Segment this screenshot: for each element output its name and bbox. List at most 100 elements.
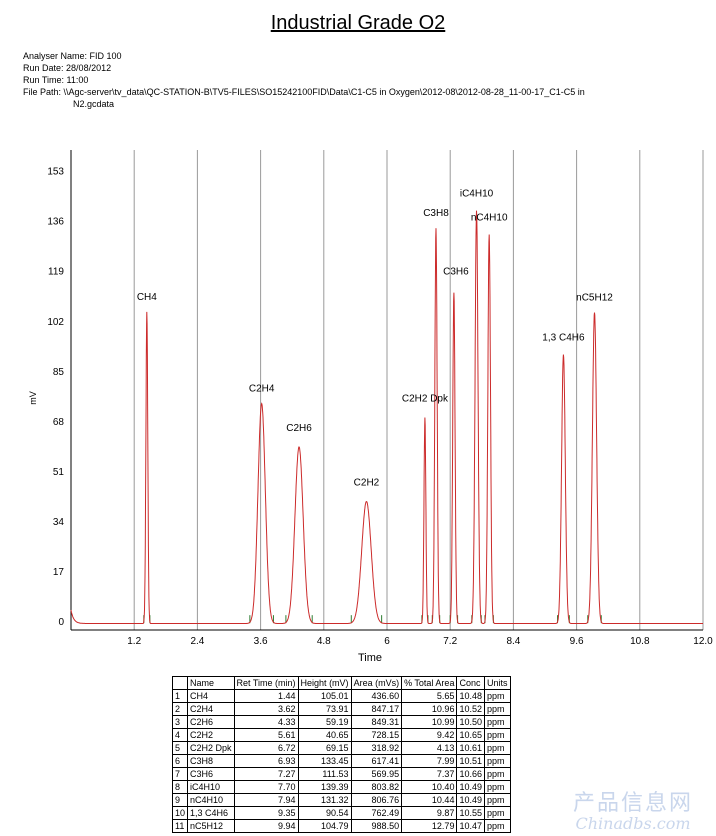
table-cell: C2H4 <box>187 702 235 716</box>
table-cell: ppm <box>483 689 511 703</box>
table-row: 8 iC4H10 7.70 139.39 803.82 10.40 10.49 ppm <box>171 780 511 794</box>
table-cell: 318.92 <box>350 741 403 755</box>
table-cell: 6.72 <box>233 741 299 755</box>
chart-gridlines <box>133 150 704 630</box>
table-cell: 10.49 <box>456 793 485 807</box>
y-tick-label: 85 <box>53 367 65 378</box>
table-cell: 59.19 <box>297 715 352 729</box>
x-tick-label: 10.8 <box>630 636 650 647</box>
table-cell: 6 <box>171 754 189 768</box>
table-cell: 4.13 <box>401 741 458 755</box>
run-time-label: Run Time: <box>23 75 65 85</box>
analyser-row: Analyser Name: FID 100 <box>23 50 585 62</box>
report-title: Industrial Grade O2 <box>270 12 446 34</box>
table-row: 4 C2H2 5.61 40.65 728.15 9.42 10.65 ppm <box>171 728 511 742</box>
table-cell: 73.91 <box>297 702 352 716</box>
x-tick-label: 9.6 <box>570 636 584 647</box>
table-header-cell: % Total Area <box>401 676 458 690</box>
table-cell: 806.76 <box>350 793 403 807</box>
table-cell: 10.50 <box>456 715 485 729</box>
table-cell: 6.93 <box>233 754 299 768</box>
peak-label: CH4 <box>137 292 157 303</box>
file-path-row: File Path: \\Agc-server\tv_data\QC-STATI… <box>23 86 585 98</box>
table-cell: ppm <box>483 806 511 820</box>
y-tick-label: 136 <box>47 217 64 228</box>
y-tick-label: 102 <box>47 317 64 328</box>
table-cell: 10.44 <box>401 793 458 807</box>
table-row: 3 C2H6 4.33 59.19 849.31 10.99 10.50 ppm <box>171 715 511 729</box>
analyser-value: FID 100 <box>89 51 122 61</box>
y-tick-label: 153 <box>47 167 64 178</box>
run-time-value: 11:00 <box>66 75 89 85</box>
y-tick-label: 119 <box>48 267 64 278</box>
table-cell: 12.79 <box>401 819 458 833</box>
table-cell: ppm <box>483 767 511 781</box>
chromatogram-chart: 0 17 34 51 68 85 102 119 136 153 1.2 2.4 3.6 4.8 6 7.2… <box>28 150 713 664</box>
peak-labels: CH4 C2H4 C2H6 C2H2 C2H2 Dpk C3H8 C3H6 iC4H10 nC4… <box>137 189 613 489</box>
table-cell: 10.49 <box>456 780 485 794</box>
table-cell: 10.99 <box>401 715 458 729</box>
table-cell: 1 <box>171 689 189 703</box>
run-metadata: Analyser Name: FID 100 Run Date: 28/08/2… <box>23 50 585 110</box>
table-header-row: Name Ret Time (min) Height (mV) Area (mVs)%… <box>171 676 511 690</box>
table-cell: 762.49 <box>350 806 403 820</box>
table-cell: 10.47 <box>456 819 485 833</box>
peak-label: 1,3 C4H6 <box>542 333 585 344</box>
table-cell: 40.65 <box>297 728 352 742</box>
x-tick-label: 6 <box>384 636 390 647</box>
table-cell: ppm <box>483 793 511 807</box>
table-cell: 7.94 <box>233 793 299 807</box>
y-axis-label: mV <box>28 391 38 405</box>
run-date-label: Run Date: <box>23 63 64 73</box>
table-cell: 436.60 <box>350 689 403 703</box>
table-row: 5 C2H2 Dpk 6.72 69.15 318.92 4.13 10.61 ppm <box>171 741 511 755</box>
watermark: 产品信息网 Chinadbs.com <box>558 792 708 832</box>
table-cell: 7 <box>171 767 189 781</box>
table-header-cell: Name <box>187 676 235 690</box>
table-cell: 69.15 <box>297 741 352 755</box>
analyser-label: Analyser Name: <box>23 51 88 61</box>
table-cell: 10 <box>171 806 189 820</box>
table-cell: 803.82 <box>350 780 403 794</box>
table-cell: ppm <box>483 819 511 833</box>
table-cell: 1.44 <box>233 689 299 703</box>
table-cell: 9.94 <box>233 819 299 833</box>
table-cell: 9.35 <box>233 806 299 820</box>
table-cell: 10.52 <box>456 702 485 716</box>
x-axis-label: Time <box>358 652 382 664</box>
table-header-cell: Area (mVs) <box>350 676 403 690</box>
table-cell: 728.15 <box>350 728 403 742</box>
table-cell: 10.66 <box>456 767 485 781</box>
table-body: 1 CH4 1.44 105.01 436.60 5.65 10.48 ppm 2 C2H4 3.6… <box>171 689 511 833</box>
table-row: 7 C3H6 7.27 111.53 569.95 7.37 10.66 ppm <box>171 767 511 781</box>
table-cell: 5.61 <box>233 728 299 742</box>
file-path-label: File Path: <box>23 87 62 97</box>
peak-label: C2H4 <box>249 384 275 395</box>
peak-label: C2H6 <box>286 423 312 434</box>
x-tick-label: 1.2 <box>127 636 141 647</box>
table-cell: 1,3 C4H6 <box>187 806 235 820</box>
peak-label: nC4H10 <box>471 212 508 223</box>
table-cell: 3 <box>171 715 189 729</box>
table-cell: 617.41 <box>350 754 403 768</box>
table-row: 2 C2H4 3.62 73.91 847.17 10.96 10.52 ppm <box>171 702 511 716</box>
peak-label: nC5H12 <box>576 293 613 304</box>
table-header-cell: Height (mV) <box>297 676 352 690</box>
table-cell: 569.95 <box>350 767 403 781</box>
table-cell: 104.79 <box>297 819 352 833</box>
run-date-row: Run Date: 28/08/2012 <box>23 62 585 74</box>
file-path-value: \\Agc-server\tv_data\QC-STATION-B\TV5-FI… <box>63 87 585 97</box>
table-cell: 7.99 <box>401 754 458 768</box>
table-row: 10 1,3 C4H6 9.35 90.54 762.49 9.87 10.55 ppm <box>171 806 511 820</box>
table-cell: 9.87 <box>401 806 458 820</box>
table-cell: C3H6 <box>187 767 235 781</box>
run-date-value: 28/08/2012 <box>66 63 112 73</box>
table-cell: 111.53 <box>297 767 352 781</box>
table-cell: ppm <box>483 754 511 768</box>
table-cell: CH4 <box>187 689 235 703</box>
file-path-continuation: N2.gcdata <box>73 99 115 109</box>
table-cell: 5.65 <box>401 689 458 703</box>
peak-label: iC4H10 <box>460 189 494 200</box>
table-cell: 10.55 <box>456 806 485 820</box>
table-cell: 9 <box>171 793 189 807</box>
